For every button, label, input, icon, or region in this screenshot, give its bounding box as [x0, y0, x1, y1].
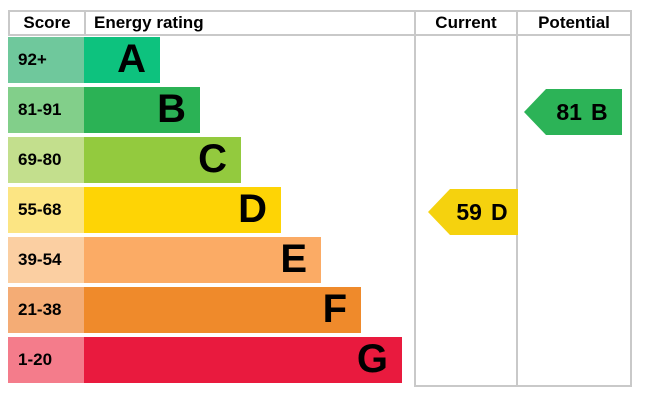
- band-row-b: 81-91 B: [8, 87, 402, 133]
- band-bar-c: C: [84, 137, 241, 183]
- band-letter: C: [198, 137, 227, 181]
- current-rating-letter: D: [490, 198, 508, 225]
- band-row-c: 69-80 C: [8, 137, 402, 183]
- band-bar-e: E: [84, 237, 321, 283]
- band-letter: E: [280, 237, 307, 281]
- band-letter: B: [157, 87, 186, 131]
- band-bar-b: B: [84, 87, 200, 133]
- header-current: Current: [414, 12, 516, 34]
- band-bar-a: A: [84, 37, 160, 83]
- current-rating-value: 59: [456, 198, 482, 225]
- band-score-range: 55-68: [8, 187, 84, 233]
- band-bar-f: F: [84, 287, 361, 333]
- band-letter: D: [238, 187, 267, 231]
- band-row-f: 21-38 F: [8, 287, 402, 333]
- header-energy-rating: Energy rating: [94, 13, 204, 32]
- potential-rating-value: 81: [556, 98, 582, 125]
- band-letter: G: [356, 337, 388, 381]
- band-score-range: 81-91: [8, 87, 84, 133]
- band-score-range: 92+: [8, 37, 84, 83]
- band-score-range: 1-20: [8, 337, 84, 383]
- potential-rating-arrow: 81 B: [524, 89, 622, 135]
- band-rows: 92+ A 81-91 B 69-80 C 55-68 D 39-54 E 21…: [8, 37, 402, 387]
- band-letter: A: [117, 37, 146, 81]
- band-bar-d: D: [84, 187, 281, 233]
- current-rating-arrow: 59 D: [428, 189, 518, 235]
- potential-column: [516, 36, 632, 387]
- band-row-d: 55-68 D: [8, 187, 402, 233]
- band-score-range: 39-54: [8, 237, 84, 283]
- band-letter: F: [322, 287, 347, 331]
- band-row-e: 39-54 E: [8, 237, 402, 283]
- potential-rating-letter: B: [590, 98, 608, 125]
- header-potential: Potential: [516, 12, 630, 34]
- table-header: Score Energy rating Current Potential: [8, 10, 632, 36]
- band-score-range: 69-80: [8, 137, 84, 183]
- band-score-range: 21-38: [8, 287, 84, 333]
- band-row-a: 92+ A: [8, 37, 402, 83]
- header-score: Score: [10, 12, 86, 34]
- band-bar-g: G: [84, 337, 402, 383]
- band-row-g: 1-20 G: [8, 337, 402, 383]
